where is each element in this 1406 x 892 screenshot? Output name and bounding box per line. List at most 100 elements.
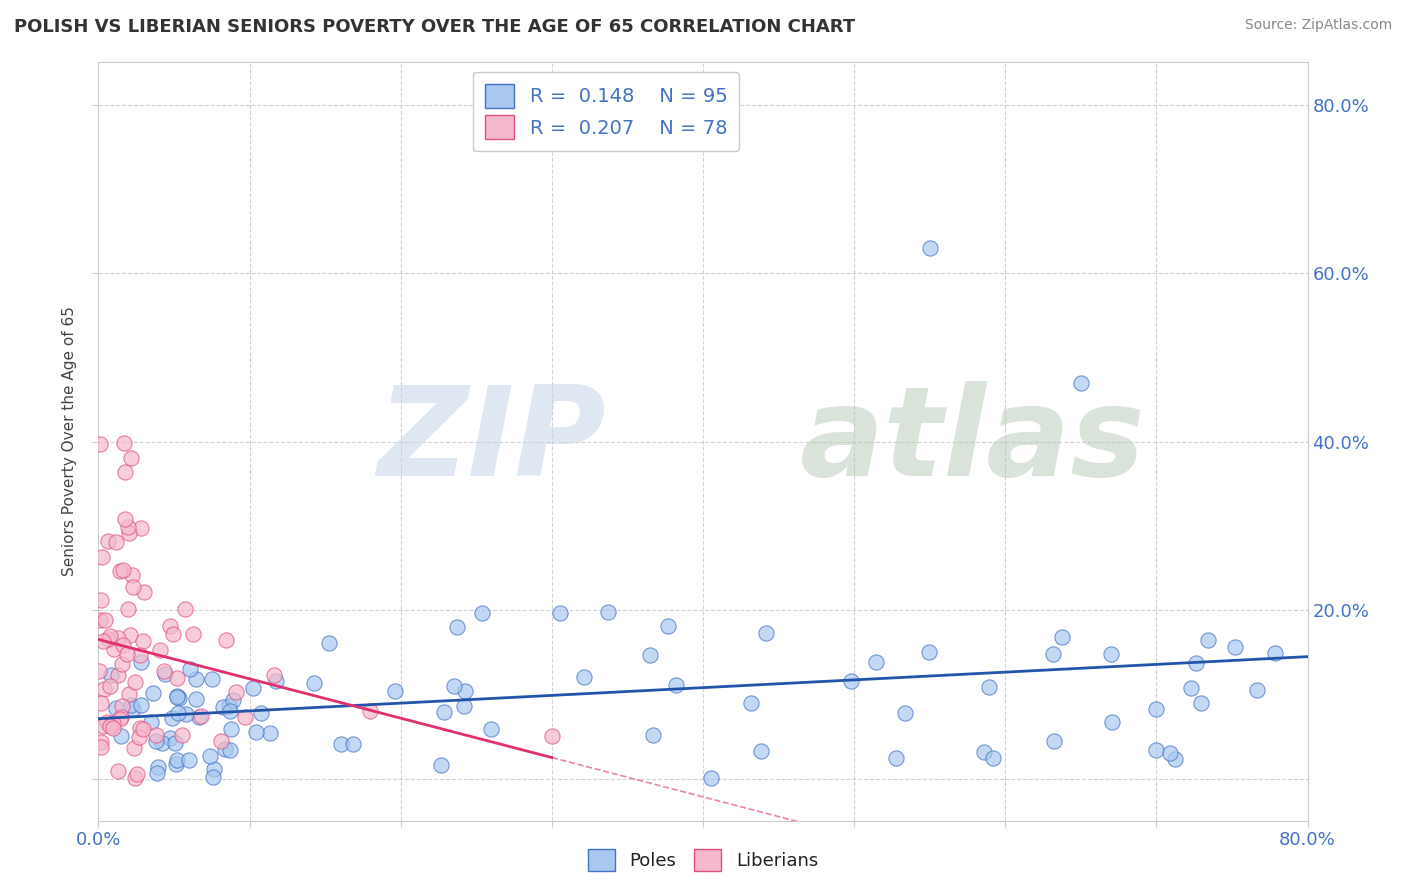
Point: [430, 758, 453, 772]
Point: [360, 704, 382, 718]
Point: [1164, 752, 1187, 766]
Point: [91, 718, 114, 732]
Point: [145, 728, 167, 742]
Point: [159, 731, 181, 745]
Point: [129, 721, 152, 735]
Legend: R =  0.148    N = 95, R =  0.207    N = 78: R = 0.148 N = 95, R = 0.207 N = 78: [474, 72, 740, 151]
Point: [93, 633, 115, 648]
Point: [641, 728, 664, 742]
Point: [162, 627, 184, 641]
Point: [153, 667, 176, 681]
Point: [471, 606, 494, 620]
Point: [160, 711, 183, 725]
Point: [96, 632, 118, 646]
Point: [108, 712, 131, 726]
Point: [179, 662, 201, 676]
Point: [443, 679, 465, 693]
Point: [120, 450, 142, 465]
Point: [221, 692, 243, 706]
Point: [638, 648, 661, 663]
Legend: Poles, Liberians: Poles, Liberians: [581, 842, 825, 879]
Point: [865, 656, 887, 670]
Point: [107, 668, 129, 682]
Point: [112, 638, 135, 652]
Text: atlas: atlas: [800, 381, 1146, 502]
Point: [96, 714, 118, 729]
Point: [159, 619, 181, 633]
Point: [1101, 714, 1123, 729]
Point: [118, 687, 141, 701]
Point: [105, 534, 128, 549]
Point: [201, 672, 224, 686]
Point: [384, 684, 406, 698]
Point: [209, 734, 232, 748]
Point: [112, 435, 135, 450]
Point: [1144, 743, 1167, 757]
Point: [117, 602, 139, 616]
Point: [1144, 702, 1167, 716]
Point: [121, 698, 143, 712]
Point: [107, 764, 129, 778]
Point: [973, 745, 995, 759]
Point: [146, 760, 169, 774]
Point: [89, 613, 111, 627]
Point: [115, 647, 138, 661]
Point: [173, 602, 195, 616]
Point: [129, 521, 152, 535]
Point: [540, 730, 562, 744]
Point: [90, 696, 112, 710]
Point: [749, 744, 772, 758]
Point: [89, 437, 111, 451]
Point: [886, 751, 908, 765]
Point: [219, 723, 242, 737]
Point: [110, 710, 132, 724]
Point: [166, 690, 188, 704]
Point: [181, 627, 204, 641]
Point: [132, 634, 155, 648]
Point: [918, 241, 941, 255]
Point: [190, 709, 212, 723]
Point: [219, 743, 242, 757]
Point: [977, 680, 1000, 694]
Point: [572, 670, 595, 684]
Point: [1099, 648, 1122, 662]
Point: [318, 635, 340, 649]
Point: [93, 613, 115, 627]
Point: [165, 757, 187, 772]
Point: [218, 699, 240, 714]
Point: [740, 696, 762, 710]
Point: [91, 550, 114, 565]
Point: [249, 706, 271, 720]
Point: [117, 520, 139, 534]
Point: [101, 715, 124, 730]
Point: [433, 705, 456, 719]
Point: [1223, 640, 1246, 654]
Point: [98, 629, 121, 643]
Point: [188, 710, 211, 724]
Point: [259, 725, 281, 739]
Point: [129, 648, 152, 663]
Point: [112, 563, 135, 577]
Point: [242, 681, 264, 696]
Point: [89, 664, 111, 678]
Point: [132, 722, 155, 736]
Point: [548, 606, 571, 620]
Point: [176, 707, 198, 722]
Point: [1189, 696, 1212, 710]
Point: [146, 766, 169, 780]
Point: [118, 525, 141, 540]
Text: POLISH VS LIBERIAN SENIORS POVERTY OVER THE AGE OF 65 CORRELATION CHART: POLISH VS LIBERIAN SENIORS POVERTY OVER …: [14, 18, 855, 36]
Point: [170, 727, 193, 741]
Point: [699, 771, 721, 785]
Point: [121, 702, 143, 716]
Point: [1197, 632, 1219, 647]
Point: [142, 686, 165, 700]
Point: [1050, 630, 1073, 644]
Point: [184, 692, 207, 706]
Point: [100, 668, 122, 682]
Point: [918, 645, 941, 659]
Point: [1159, 746, 1181, 760]
Point: [198, 748, 221, 763]
Point: [152, 664, 174, 678]
Point: [114, 465, 136, 479]
